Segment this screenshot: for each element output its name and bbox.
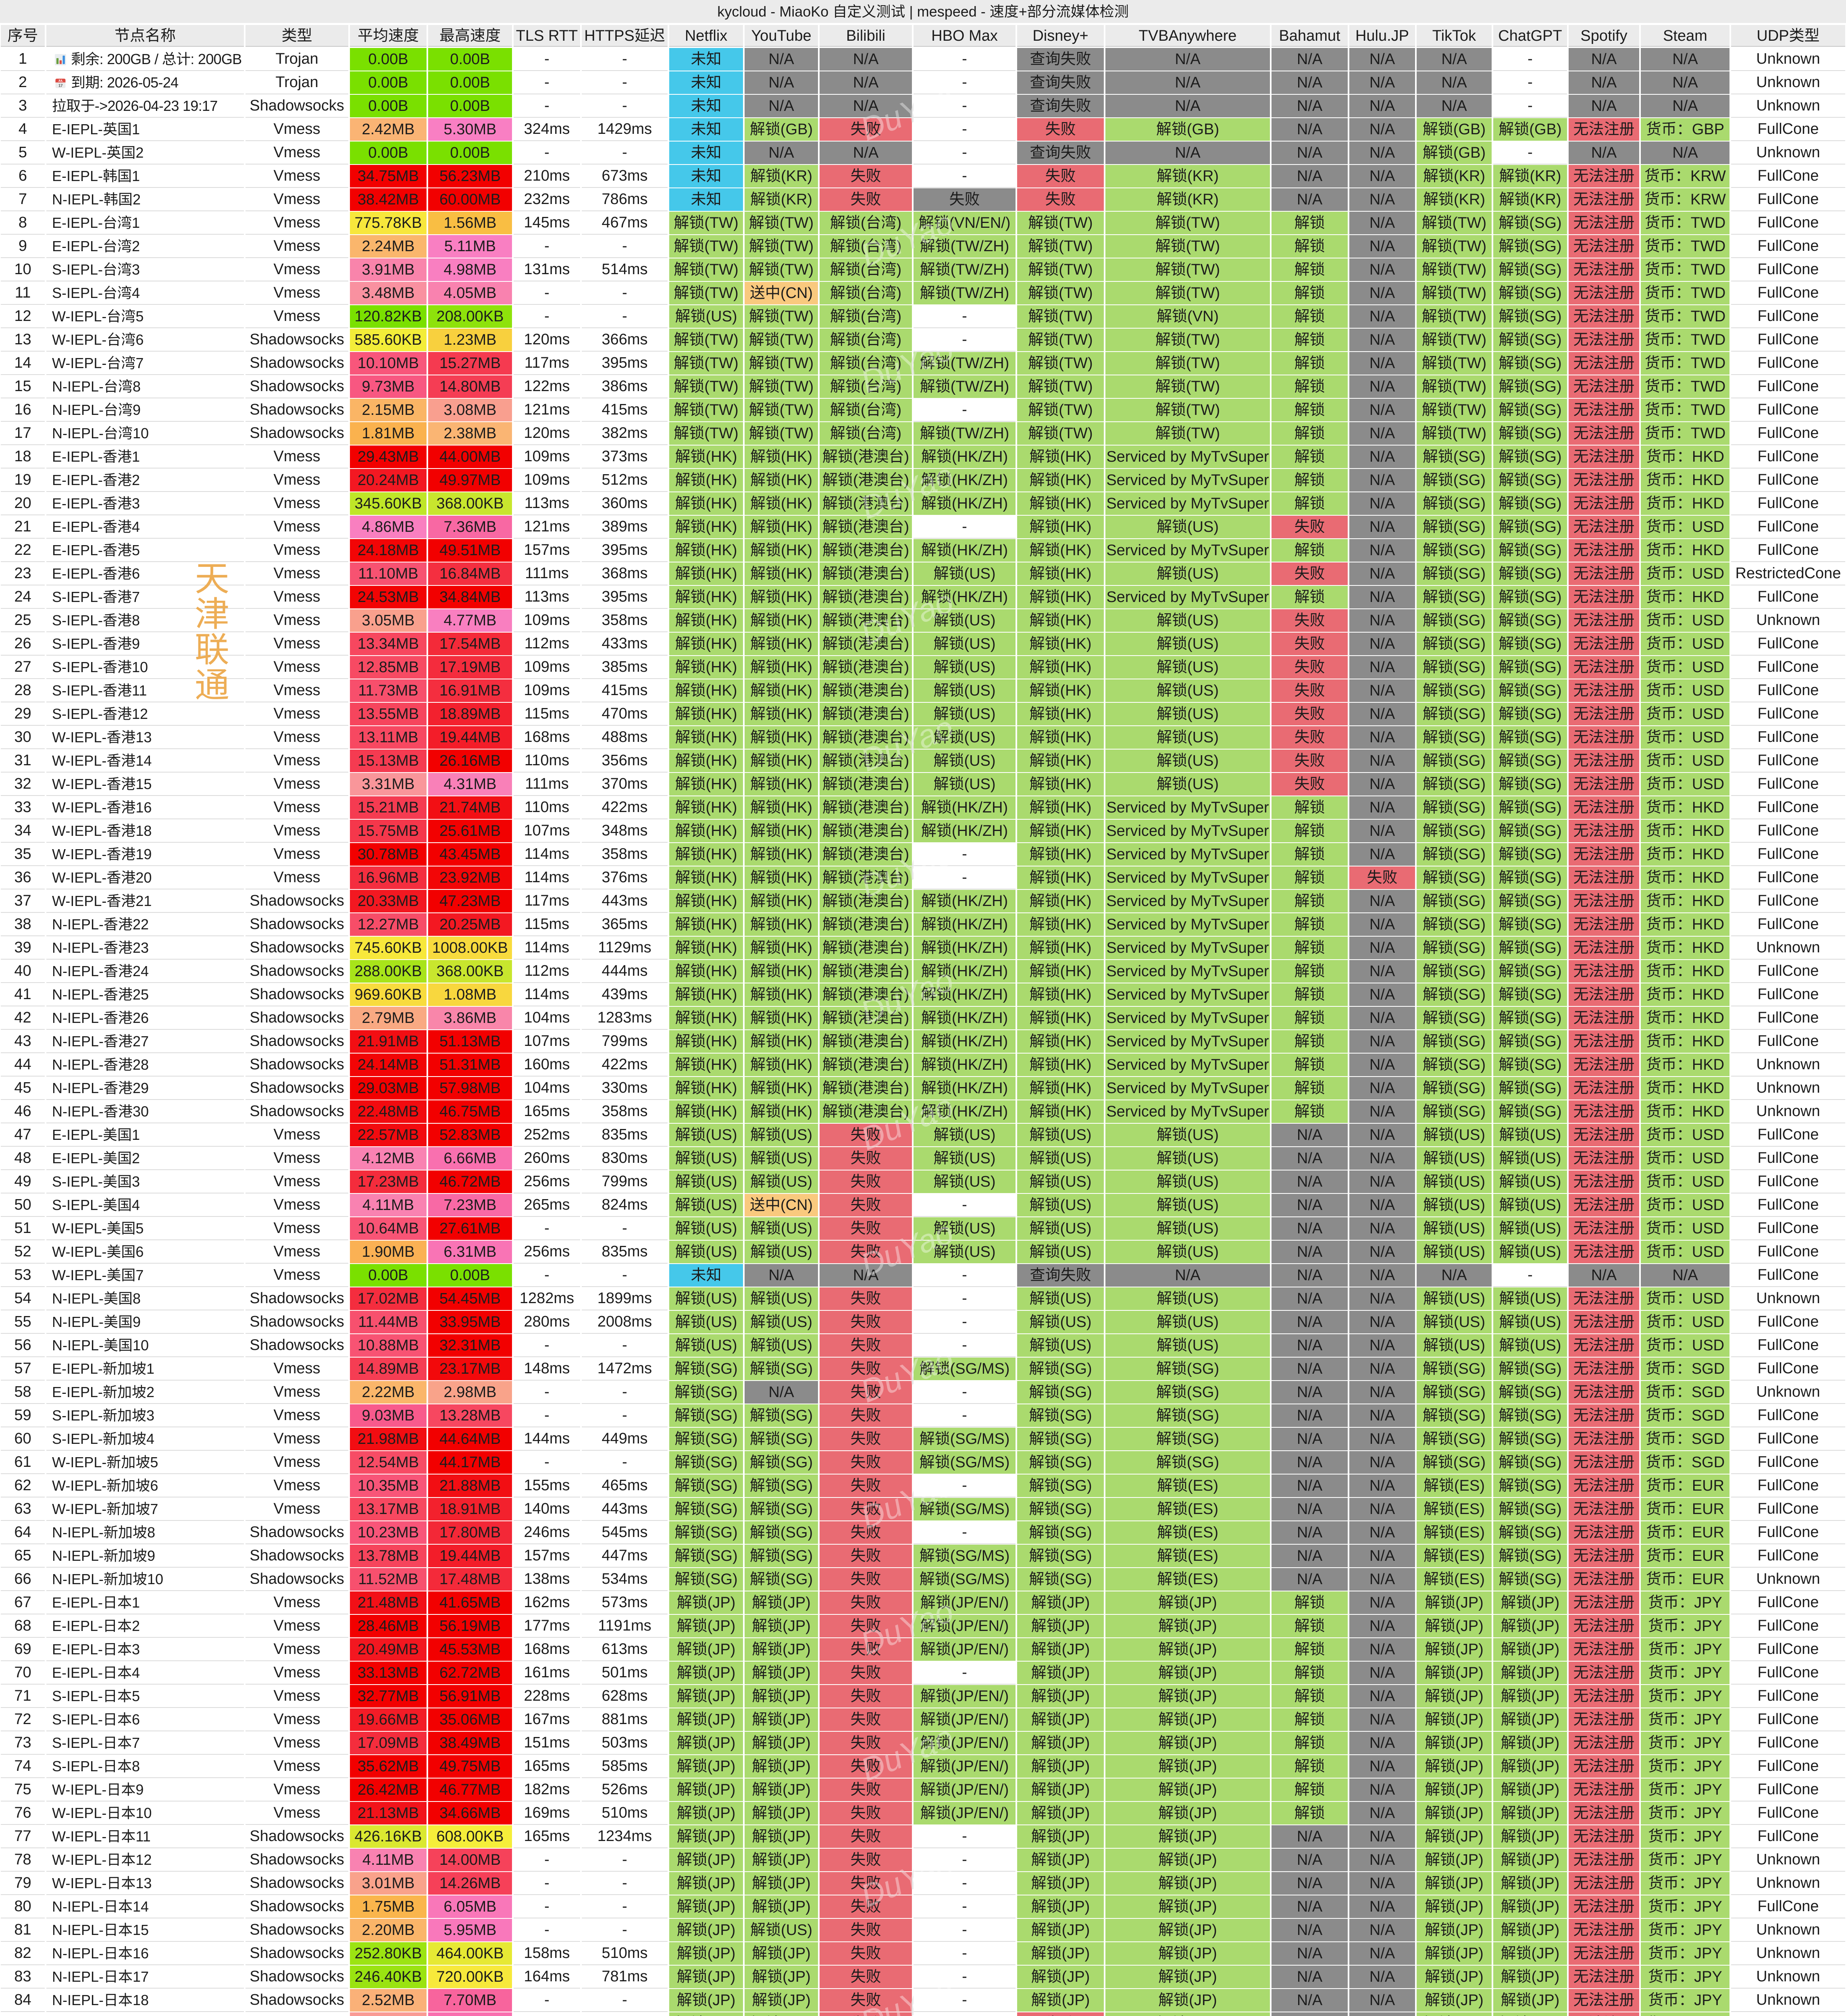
svg-text:JUL: JUL xyxy=(58,80,63,83)
svg-text:17: 17 xyxy=(58,83,63,88)
